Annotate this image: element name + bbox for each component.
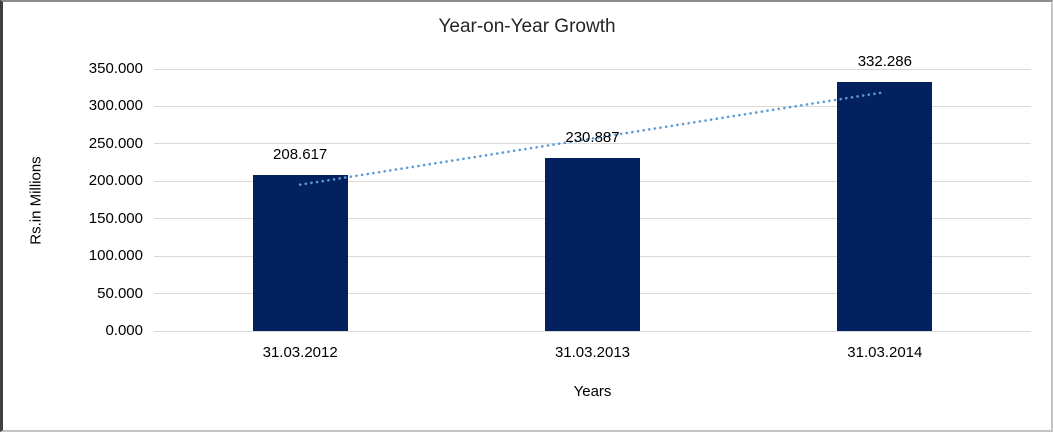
chart-title: Year-on-Year Growth <box>438 16 616 37</box>
y-tick-label: 300.000 <box>88 97 143 115</box>
x-axis-title: Years <box>573 383 612 400</box>
plot-area: 208.617 230.887 332.286 <box>154 53 1031 332</box>
y-tick-label: 100.000 <box>88 247 143 265</box>
y-axis-title: Rs.in Millions <box>27 156 45 245</box>
x-tick-label: 31.03.2014 <box>847 344 923 361</box>
gridline <box>154 68 1031 70</box>
bar <box>837 82 933 331</box>
bar <box>252 174 348 331</box>
y-tick-label: 150.000 <box>88 209 143 227</box>
bar-value-label: 332.286 <box>857 53 912 71</box>
gridline <box>154 143 1031 145</box>
y-tick-label: 200.000 <box>88 172 143 190</box>
y-tick-label: 0.000 <box>105 322 143 339</box>
y-tick-label: 350.000 <box>88 60 143 77</box>
gridline <box>154 330 1031 332</box>
bar-value-label: 208.617 <box>273 145 328 163</box>
x-tick-label: 31.03.2012 <box>262 344 338 361</box>
gridline <box>154 105 1031 107</box>
x-tick-label: 31.03.2013 <box>554 344 631 361</box>
y-tick-label: 50.000 <box>97 284 143 302</box>
bar-value-label: 230.887 <box>565 129 620 147</box>
trendline <box>298 90 887 187</box>
bar <box>545 158 640 331</box>
y-tick-label: 250.000 <box>88 134 143 152</box>
